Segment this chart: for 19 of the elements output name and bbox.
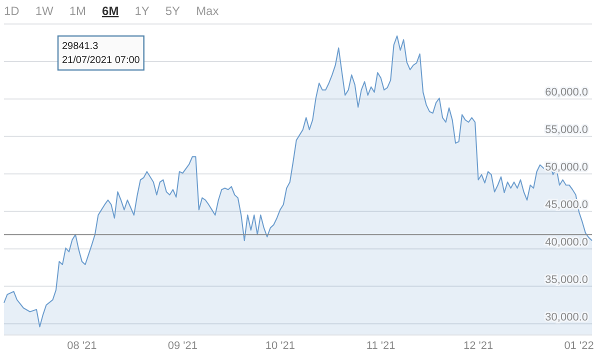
y-tick-label: 40,000.0 <box>545 236 588 249</box>
text: 1W <box>35 4 54 18</box>
x-tick-label: 01 '22 <box>564 340 594 352</box>
x-tick-label: 09 '21 <box>168 340 198 352</box>
y-tick-label: 30,000.0 <box>545 311 588 324</box>
x-tick-label: 12 '21 <box>463 340 494 352</box>
y-tick-label: 35,000.0 <box>545 274 588 286</box>
y-tick-label: 60,000.0 <box>545 86 588 99</box>
text: Max <box>196 4 219 18</box>
y-tick-label: 55,000.0 <box>545 124 588 136</box>
x-tick-label: 10 '21 <box>265 340 295 352</box>
text: 6M <box>102 4 119 18</box>
x-tick-label: 11 '21 <box>366 340 396 352</box>
text: 5Y <box>165 4 180 18</box>
text: 1M <box>69 4 86 18</box>
text: 1D <box>4 4 20 18</box>
text: 1Y <box>134 4 150 18</box>
annotation: 29841.3 21/07/2021 07:00 <box>62 41 140 66</box>
x-tick-label: 08 '21 <box>67 340 97 352</box>
